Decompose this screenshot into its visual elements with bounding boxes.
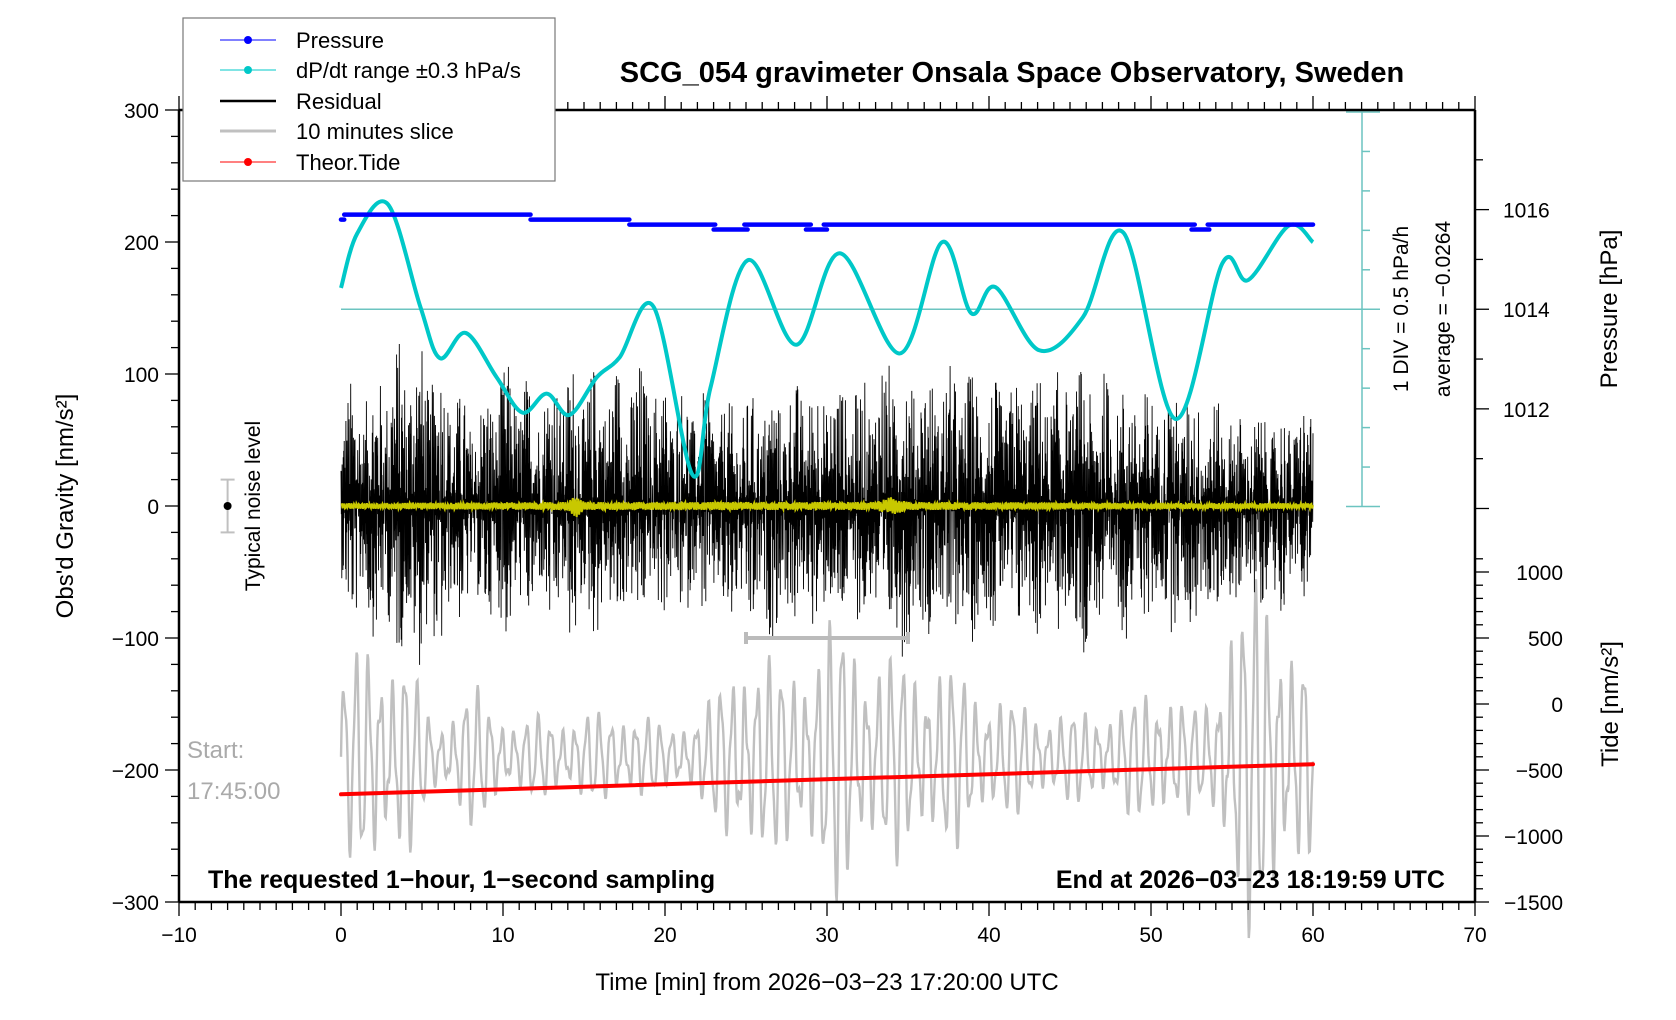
x-tick-label: 0 (335, 924, 347, 947)
legend-marker-pressure (244, 36, 252, 44)
gravity-tick-label: 300 (124, 100, 159, 123)
x-tick-label: −10 (161, 924, 197, 947)
legend-marker-dpdt (244, 66, 252, 74)
legend-box (182, 17, 556, 182)
y-axis-label-pressure: Pressure [hPa] (1596, 230, 1623, 389)
pressure-tick-label: 1012 (1503, 399, 1550, 422)
x-tick-label: 60 (1301, 924, 1324, 947)
dpdt-average-label: average = −0.0264 (1432, 221, 1455, 398)
tide-tick-label: −500 (1516, 760, 1563, 783)
y-axis-label-gravity: Obs'd Gravity [nm/s²] (52, 394, 79, 619)
bottom-right-note: End at 2026−03−23 18:19:59 UTC (1056, 866, 1445, 894)
legend: Pressure dP/dt range ±0.3 hPa/s Residual… (182, 17, 556, 182)
x-tick-label: 30 (815, 924, 838, 947)
dpdt-series-line (339, 199, 1315, 479)
pressure-tick-label: 1016 (1503, 200, 1550, 223)
tide-tick-label: 0 (1551, 694, 1563, 717)
legend-label-pressure: Pressure (296, 28, 384, 53)
tide-tick-label: −1000 (1504, 826, 1563, 849)
legend-label-residual: Residual (296, 89, 382, 114)
legend-label-slice: 10 minutes slice (296, 119, 454, 144)
gravity-tick-label: −300 (112, 892, 159, 915)
gravity-tick-label: 100 (124, 364, 159, 387)
gravity-tick-label: −200 (112, 760, 159, 783)
x-tick-label: 70 (1463, 924, 1486, 947)
legend-label-dpdt: dP/dt range ±0.3 hPa/s (296, 58, 521, 83)
chart-title: SCG_054 gravimeter Onsala Space Observat… (620, 57, 1404, 89)
gravity-tick-label: −100 (112, 628, 159, 651)
tide-tick-label: −1500 (1504, 892, 1563, 915)
gravity-tick-label: 200 (124, 232, 159, 255)
noise-level-point (223, 502, 232, 510)
tide-tick-label: 1000 (1516, 562, 1563, 585)
filtered-series-line (340, 496, 1314, 518)
residual-series-line (340, 343, 1314, 665)
x-tick-label: 20 (653, 924, 676, 947)
plot-layer (220, 111, 1380, 939)
bottom-left-note: The requested 1−hour, 1−second sampling (208, 866, 715, 894)
axis-layer: −10 0 10 20 30 40 50 60 70−300−200−1000100200300… (112, 96, 1563, 947)
tide-series-line (339, 762, 1315, 797)
x-axis-label: Time [min] from 2026−03−23 17:20:00 UTC (595, 969, 1058, 996)
start-label: Start: (187, 737, 244, 764)
legend-marker-tide (244, 158, 252, 166)
legend-label-tide: Theor.Tide (296, 150, 400, 175)
dpdt-div-label: 1 DIV = 0.5 hPa/h (1390, 226, 1413, 392)
x-tick-label: 50 (1139, 924, 1162, 947)
noise-level-label: Typical noise level (242, 421, 265, 591)
gravity-tick-label: 0 (147, 496, 159, 519)
x-tick-label: 10 (491, 924, 514, 947)
tide-tick-label: 500 (1528, 628, 1563, 651)
x-tick-label: 40 (977, 924, 1000, 947)
pressure-tick-label: 1014 (1503, 299, 1550, 322)
start-time: 17:45:00 (187, 778, 280, 805)
y-axis-label-tide: Tide [nm/s²] (1597, 641, 1624, 767)
